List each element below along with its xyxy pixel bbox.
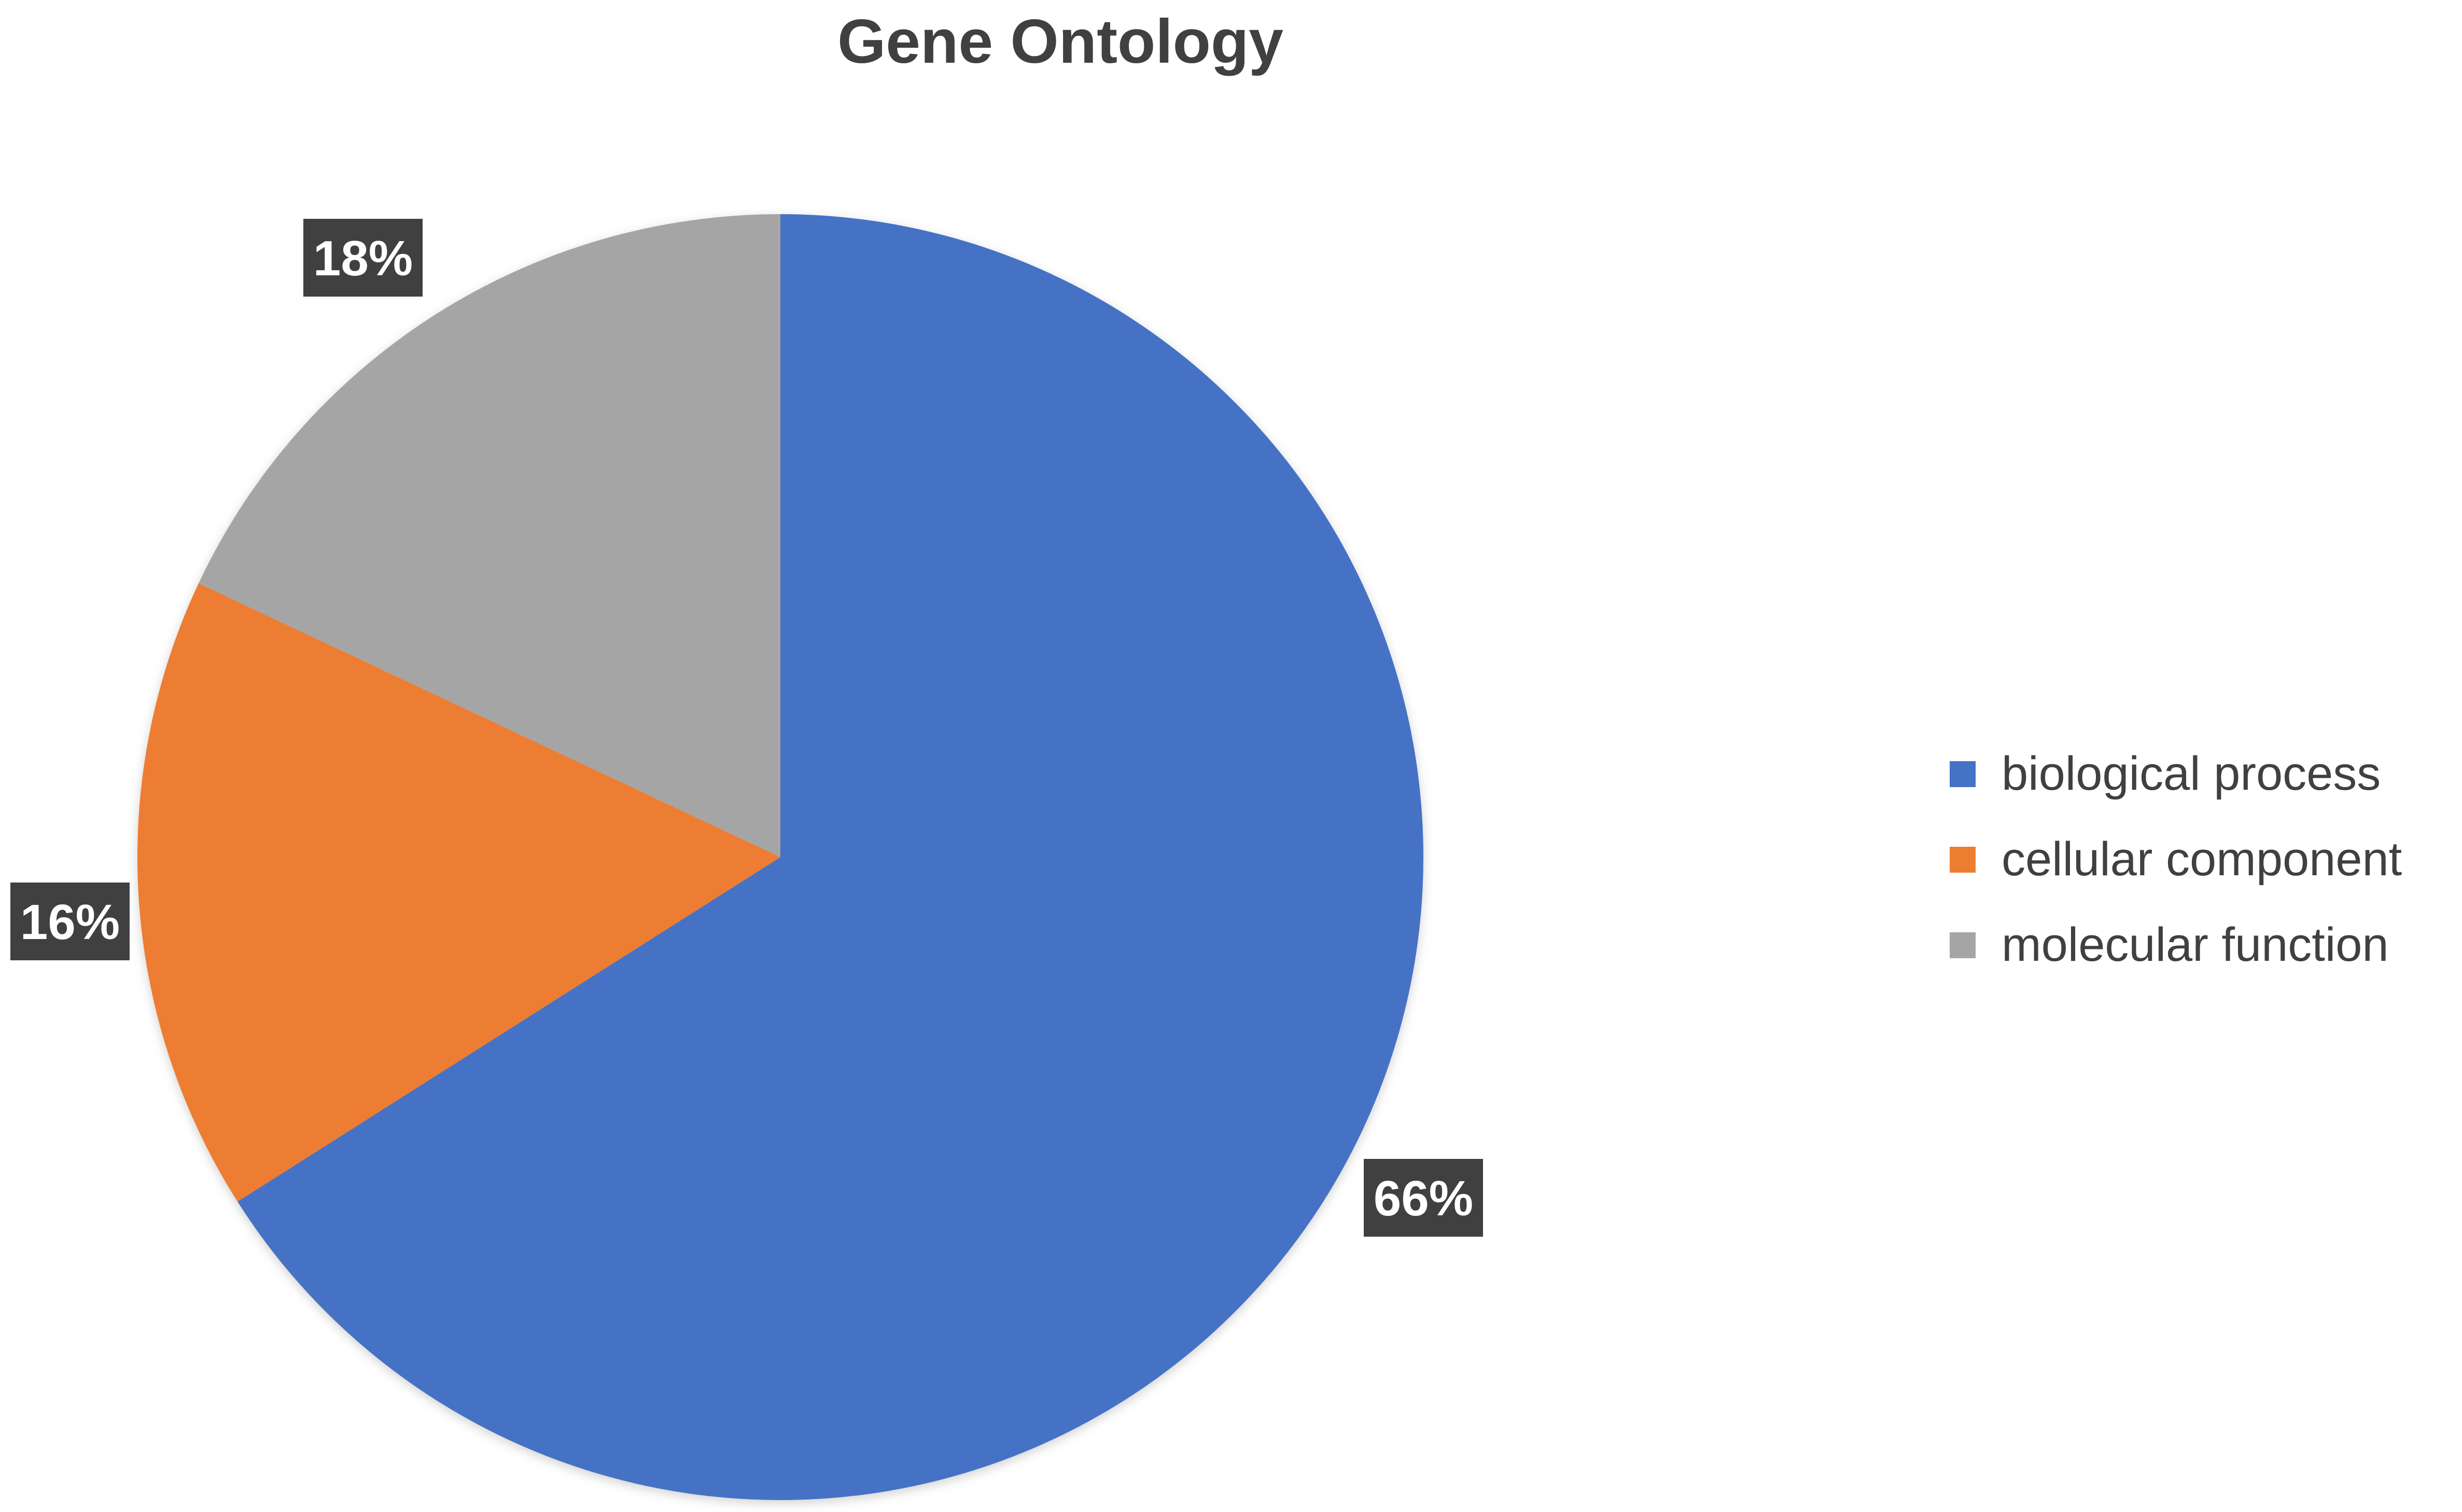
legend-label-cellular-component: cellular component: [2002, 833, 2402, 886]
legend-item-molecular-function: molecular function: [1950, 902, 2402, 988]
data-label-cellular-component: 16%: [10, 883, 130, 960]
data-label-box: [10, 883, 130, 960]
pie-slice-biological-process: [237, 214, 1423, 1500]
legend: biological process cellular component mo…: [1950, 731, 2402, 988]
pie-slice-cellular-component: [137, 583, 780, 1202]
legend-label-biological-process: biological process: [2002, 747, 2381, 800]
pie-slice-molecular-function: [199, 214, 781, 857]
data-label-text: 66%: [1374, 1171, 1473, 1226]
data-label-box: [303, 219, 423, 297]
legend-item-cellular-component: cellular component: [1950, 817, 2402, 902]
data-label-molecular-function: 18%: [303, 219, 423, 297]
chart-title: Gene Ontology: [837, 7, 1284, 76]
data-label-text: 16%: [20, 894, 120, 950]
data-label-text: 18%: [313, 231, 413, 286]
legend-item-biological-process: biological process: [1950, 731, 2402, 817]
legend-label-molecular-function: molecular function: [2002, 918, 2389, 971]
legend-swatch-molecular-function: [1950, 932, 1976, 958]
data-label-biological-process: 66%: [1364, 1159, 1483, 1237]
legend-swatch-biological-process: [1950, 761, 1976, 787]
data-label-box: [1364, 1159, 1483, 1237]
legend-swatch-cellular-component: [1950, 846, 1976, 873]
